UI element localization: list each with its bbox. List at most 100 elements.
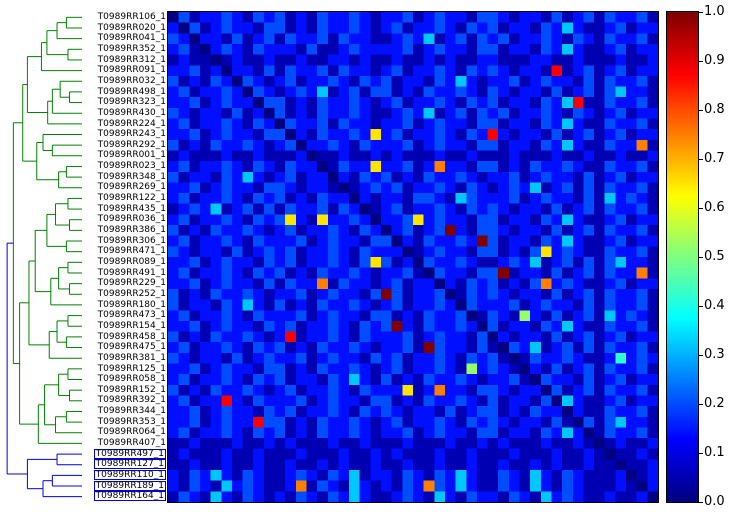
row-label: T0989RR306_1 — [40, 236, 166, 247]
row-label: T0989RR471_1 — [40, 246, 166, 257]
row-label: T0989RR089_1 — [40, 257, 166, 268]
colorbar-tick-mark — [699, 501, 703, 503]
row-label-text: T0989RR312_1 — [97, 54, 166, 65]
row-label: T0989RR106_1 — [40, 12, 166, 23]
row-label: T0989RR164_1 — [40, 491, 166, 502]
row-label-text: T0989RR001_1 — [97, 150, 166, 161]
row-label-text: T0989RR036_1 — [97, 214, 166, 225]
row-label-text: T0989RR430_1 — [97, 107, 166, 118]
colorbar-tick-mark — [699, 354, 703, 356]
row-label-text: T0989RR475_1 — [97, 342, 166, 353]
colorbar-tick-label: 0.8 — [704, 102, 725, 117]
row-label-text: T0989RR041_1 — [97, 33, 166, 44]
colorbar-tick-label: 0.9 — [704, 53, 725, 68]
row-label-text: T0989RR386_1 — [97, 225, 166, 236]
colorbar-tick-label: 0.2 — [704, 396, 725, 411]
row-label: T0989RR252_1 — [40, 289, 166, 300]
colorbar-canvas — [667, 12, 698, 502]
colorbar-tick-mark — [699, 60, 703, 62]
row-label: T0989RR498_1 — [40, 87, 166, 98]
row-label: T0989RR475_1 — [40, 342, 166, 353]
row-label: T0989RR352_1 — [40, 44, 166, 55]
row-label-text: T0989RR091_1 — [97, 65, 166, 76]
colorbar-tick-mark — [699, 109, 703, 111]
row-label-text: T0989RR229_1 — [97, 278, 166, 289]
colorbar — [666, 11, 699, 503]
row-label: T0989RR125_1 — [40, 364, 166, 375]
row-label: T0989RR292_1 — [40, 140, 166, 151]
row-label-text: T0989RR189_1 — [93, 480, 166, 491]
row-label-text: T0989RR353_1 — [97, 416, 166, 427]
row-label-text: T0989RR473_1 — [97, 310, 166, 321]
row-label-text: T0989RR348_1 — [97, 171, 166, 182]
row-label: T0989RR392_1 — [40, 395, 166, 406]
row-label-text: T0989RR032_1 — [97, 75, 166, 86]
row-label-text: T0989RR180_1 — [97, 299, 166, 310]
heatmap-canvas — [168, 12, 658, 502]
row-label: T0989RR312_1 — [40, 55, 166, 66]
colorbar-tick-mark — [699, 452, 703, 454]
row-label-text: T0989RR381_1 — [97, 352, 166, 363]
colorbar-tick-label: 0.5 — [704, 249, 725, 264]
row-label-text: T0989RR125_1 — [97, 363, 166, 374]
row-label: T0989RR407_1 — [40, 438, 166, 449]
row-label-text: T0989RR435_1 — [97, 203, 166, 214]
row-label: T0989RR229_1 — [40, 278, 166, 289]
row-label: T0989RR386_1 — [40, 225, 166, 236]
row-label-text: T0989RR306_1 — [97, 235, 166, 246]
row-label: T0989RR058_1 — [40, 374, 166, 385]
row-label-text: T0989RR110_1 — [93, 470, 166, 481]
row-label: T0989RR323_1 — [40, 97, 166, 108]
row-label-text: T0989RR407_1 — [97, 438, 166, 449]
row-label: T0989RR435_1 — [40, 204, 166, 215]
row-labels: T0989RR106_1 T0989RR020_1 T0989RR041_1 T098… — [40, 12, 166, 502]
row-label: T0989RR110_1 — [40, 470, 166, 481]
row-label: T0989RR036_1 — [40, 214, 166, 225]
colorbar-tick-label: 0.6 — [704, 200, 725, 215]
row-label-text: T0989RR252_1 — [97, 288, 166, 299]
row-label: T0989RR064_1 — [40, 427, 166, 438]
row-label-text: T0989RR023_1 — [97, 161, 166, 172]
row-label: T0989RR180_1 — [40, 300, 166, 311]
row-label-text: T0989RR491_1 — [97, 267, 166, 278]
row-label: T0989RR458_1 — [40, 332, 166, 343]
heatmap-axes — [167, 11, 659, 503]
row-label-text: T0989RR154_1 — [97, 320, 166, 331]
row-label-text: T0989RR497_1 — [93, 448, 166, 459]
row-label-text: T0989RR122_1 — [97, 193, 166, 204]
row-label: T0989RR001_1 — [40, 150, 166, 161]
row-label-text: T0989RR089_1 — [97, 257, 166, 267]
row-label-text: T0989RR164_1 — [93, 491, 166, 502]
colorbar-tick-mark — [699, 305, 703, 307]
row-label-text: T0989RR064_1 — [97, 427, 166, 438]
row-label: T0989RR154_1 — [40, 321, 166, 332]
row-label: T0989RR091_1 — [40, 65, 166, 76]
colorbar-tick-mark — [699, 158, 703, 160]
colorbar-tick-label: 0.7 — [704, 151, 725, 166]
row-label-text: T0989RR243_1 — [97, 129, 166, 140]
row-label-text: T0989RR152_1 — [97, 384, 166, 395]
colorbar-tick-label: 0.3 — [704, 347, 725, 362]
row-label-text: T0989RR344_1 — [97, 406, 166, 417]
colorbar-tick-label: 1.0 — [704, 4, 725, 19]
row-label-text: T0989RR106_1 — [97, 12, 166, 22]
row-label-text: T0989RR058_1 — [97, 374, 166, 385]
colorbar-tick-mark — [699, 11, 703, 13]
row-label: T0989RR122_1 — [40, 193, 166, 204]
row-label: T0989RR243_1 — [40, 129, 166, 140]
colorbar-tick-mark — [699, 207, 703, 209]
row-label: T0989RR152_1 — [40, 385, 166, 396]
colorbar-tick-label: 0.0 — [704, 494, 725, 509]
row-label: T0989RR127_1 — [40, 459, 166, 470]
row-label: T0989RR344_1 — [40, 406, 166, 417]
row-label: T0989RR491_1 — [40, 268, 166, 279]
row-label-text: T0989RR224_1 — [97, 118, 166, 129]
row-label-text: T0989RR392_1 — [97, 395, 166, 406]
row-label-text: T0989RR352_1 — [97, 43, 166, 54]
row-label-text: T0989RR498_1 — [97, 86, 166, 97]
row-label: T0989RR041_1 — [40, 33, 166, 44]
row-label-text: T0989RR292_1 — [97, 139, 166, 150]
colorbar-tick-label: 0.1 — [704, 445, 725, 460]
row-label: T0989RR497_1 — [40, 448, 166, 460]
